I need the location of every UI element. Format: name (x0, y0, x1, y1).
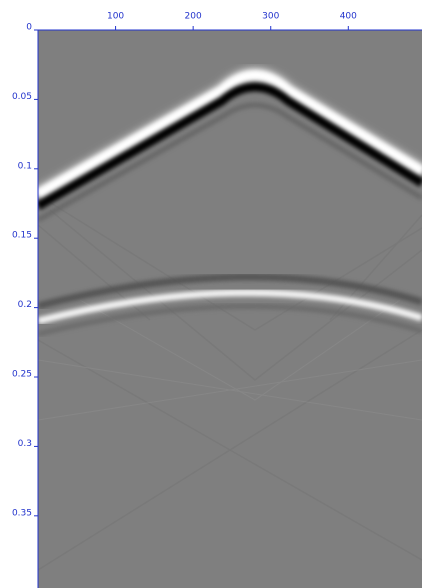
reflection-tail (38, 303, 422, 337)
y-tick-label: 0.2 (18, 300, 32, 310)
faint-events-light (38, 299, 422, 421)
x-tick-label: 200 (185, 12, 202, 22)
y-tick-label: 0.15 (12, 231, 32, 241)
direct-wave-white (38, 70, 422, 198)
direct-wave-black (38, 82, 422, 210)
y-tick-label: 0.05 (12, 92, 32, 102)
axes: 100 200 300 400 0 0.05 0.1 0.15 0.2 0.25 0.3 0.35 (12, 12, 422, 588)
x-tick-label: 400 (340, 12, 357, 22)
x-tick-label: 300 (262, 12, 279, 22)
x-tick-label: 100 (107, 12, 124, 22)
reflection-dark (38, 273, 422, 310)
y-tick-label: 0.25 (12, 370, 32, 380)
reflection-white (38, 289, 422, 325)
y-tick-label: 0.1 (18, 161, 32, 171)
y-tick-label: 0 (26, 23, 32, 33)
y-tick-label: 0.35 (12, 508, 32, 518)
y-tick-label: 0.3 (18, 439, 32, 449)
direct-wave-tail (38, 102, 422, 223)
seismic-image (38, 30, 422, 588)
